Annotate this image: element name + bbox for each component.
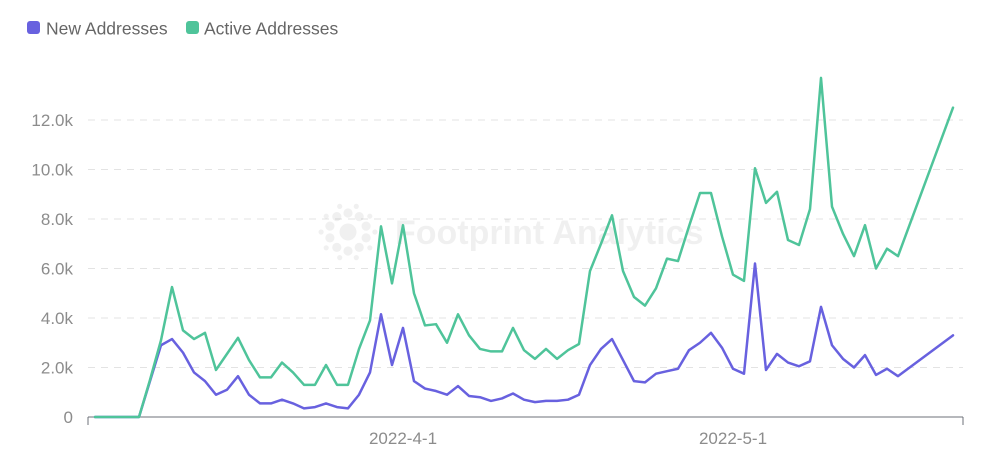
y-tick-label: 6.0k	[41, 260, 74, 279]
legend-item-active-addresses[interactable]: Active Addresses	[186, 19, 338, 39]
y-tick-label: 8.0k	[41, 210, 74, 229]
legend-label-new-addresses: New Addresses	[46, 19, 168, 39]
y-tick-label: 10.0k	[31, 161, 73, 180]
legend-item-new-addresses[interactable]: New Addresses	[27, 19, 168, 39]
legend-swatch-new-addresses	[27, 21, 40, 34]
x-tick-label: 2022-5-1	[699, 429, 767, 448]
x-tick-label: 2022-4-1	[369, 429, 437, 448]
x-axis-labels: 2022-4-1 2022-5-1	[369, 429, 767, 448]
legend-label-active-addresses: Active Addresses	[204, 19, 338, 39]
y-tick-label: 4.0k	[41, 309, 74, 328]
legend-swatch-active-addresses	[186, 21, 199, 34]
series-line-active-addresses	[93, 76, 955, 419]
y-axis-labels: 0 2.0k 4.0k 6.0k 8.0k 10.0k 12.0k	[31, 111, 73, 427]
y-tick-label: 0	[64, 408, 73, 427]
series-active-addresses	[93, 76, 955, 419]
y-tick-label: 2.0k	[41, 359, 74, 378]
watermark-text: Footprint Analytics	[395, 214, 704, 252]
watermark: Footprint Analytics	[318, 203, 704, 261]
series-new-addresses	[93, 262, 955, 419]
x-axis: 2022-4-1 2022-5-1	[87, 416, 964, 448]
series	[93, 76, 955, 419]
footprint-logo-icon	[318, 203, 378, 261]
y-tick-label: 12.0k	[31, 111, 73, 130]
legend: New Addresses Active Addresses	[27, 19, 338, 39]
series-line-new-addresses	[93, 262, 955, 419]
